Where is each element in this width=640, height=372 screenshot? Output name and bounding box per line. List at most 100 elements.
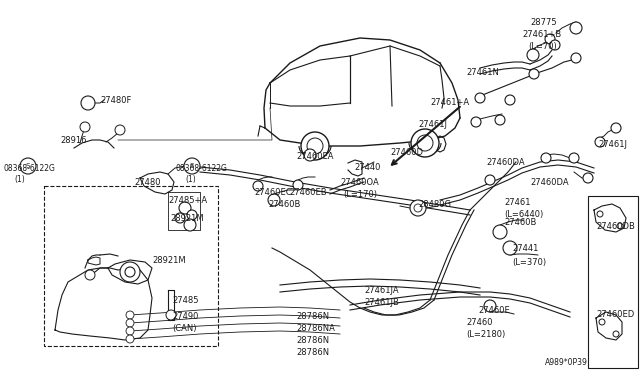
Text: 27460DB: 27460DB <box>596 222 635 231</box>
Circle shape <box>85 270 95 280</box>
Circle shape <box>175 213 185 223</box>
Circle shape <box>471 117 481 127</box>
Circle shape <box>493 225 507 239</box>
Circle shape <box>485 175 495 185</box>
Circle shape <box>253 181 263 191</box>
Circle shape <box>126 327 134 335</box>
Circle shape <box>595 137 605 147</box>
Text: 28786N: 28786N <box>296 348 329 357</box>
Text: 27460EC: 27460EC <box>254 188 292 197</box>
Text: 08368-6122G: 08368-6122G <box>3 164 55 173</box>
Text: 27460DA: 27460DA <box>530 178 568 187</box>
Text: (L=170): (L=170) <box>343 190 377 199</box>
Text: (CAN): (CAN) <box>172 324 196 333</box>
Text: 27461N: 27461N <box>466 68 499 77</box>
Text: 28775: 28775 <box>530 18 557 27</box>
Circle shape <box>417 135 433 151</box>
Text: (1): (1) <box>185 175 196 184</box>
Circle shape <box>484 300 496 312</box>
Circle shape <box>611 123 621 133</box>
Circle shape <box>126 335 134 343</box>
Circle shape <box>187 210 197 220</box>
Text: 27460D: 27460D <box>390 148 423 157</box>
Circle shape <box>529 69 539 79</box>
Text: 27460DA: 27460DA <box>486 158 525 167</box>
Circle shape <box>179 202 191 214</box>
Circle shape <box>20 158 36 174</box>
Text: 27460B: 27460B <box>268 200 300 209</box>
Text: 27461J: 27461J <box>598 140 627 149</box>
Circle shape <box>125 267 135 277</box>
Circle shape <box>80 122 90 132</box>
Circle shape <box>411 129 439 157</box>
Text: 27461+B: 27461+B <box>522 30 561 39</box>
Text: 28786NA: 28786NA <box>296 324 335 333</box>
Circle shape <box>541 153 551 163</box>
Circle shape <box>414 204 422 212</box>
Text: 27461JB: 27461JB <box>364 298 399 307</box>
Circle shape <box>126 319 134 327</box>
Circle shape <box>495 115 505 125</box>
Text: 27480: 27480 <box>134 178 161 187</box>
Circle shape <box>571 53 581 63</box>
Text: 27441: 27441 <box>512 244 538 253</box>
Text: 27460EA: 27460EA <box>296 152 333 161</box>
Circle shape <box>307 138 323 154</box>
Text: 27460EB: 27460EB <box>289 188 326 197</box>
Text: 27460E: 27460E <box>478 306 509 315</box>
Text: 27460B: 27460B <box>504 218 536 227</box>
Text: 27460ED: 27460ED <box>596 310 634 319</box>
Text: 27440: 27440 <box>354 163 380 172</box>
Text: S: S <box>26 163 30 169</box>
Circle shape <box>410 200 426 216</box>
Text: (L=70): (L=70) <box>528 42 557 51</box>
Text: 27480F: 27480F <box>100 96 131 105</box>
Circle shape <box>184 158 200 174</box>
Text: 27490: 27490 <box>172 312 198 321</box>
Text: 27485: 27485 <box>172 296 198 305</box>
Text: 27485+A: 27485+A <box>168 196 207 205</box>
Circle shape <box>597 211 603 217</box>
Circle shape <box>527 49 539 61</box>
Circle shape <box>550 40 560 50</box>
Text: 27460OA: 27460OA <box>340 178 379 187</box>
Text: 28921M: 28921M <box>152 256 186 265</box>
Text: 28921M: 28921M <box>170 214 204 223</box>
Circle shape <box>184 219 196 231</box>
Bar <box>44 186 218 346</box>
Circle shape <box>569 153 579 163</box>
Circle shape <box>617 223 623 229</box>
Circle shape <box>120 262 140 282</box>
Circle shape <box>304 149 316 161</box>
Text: 28786N: 28786N <box>296 336 329 345</box>
Circle shape <box>293 180 303 190</box>
Text: 27461+A: 27461+A <box>430 98 469 107</box>
Text: (1): (1) <box>14 175 25 184</box>
Circle shape <box>115 125 125 135</box>
Text: 27460: 27460 <box>466 318 493 327</box>
Text: 27461J: 27461J <box>418 120 447 129</box>
Circle shape <box>599 319 605 325</box>
Text: (L=6440): (L=6440) <box>504 210 543 219</box>
Circle shape <box>166 310 176 320</box>
Circle shape <box>81 96 95 110</box>
Text: 28916: 28916 <box>60 136 86 145</box>
Text: (L=370): (L=370) <box>512 258 546 267</box>
Text: S: S <box>190 163 194 169</box>
Circle shape <box>545 34 555 44</box>
Circle shape <box>126 311 134 319</box>
Text: 28480G: 28480G <box>418 200 451 209</box>
Circle shape <box>505 95 515 105</box>
Circle shape <box>583 173 593 183</box>
Text: 27461JA: 27461JA <box>364 286 399 295</box>
Circle shape <box>613 331 619 337</box>
Text: A989*0P39: A989*0P39 <box>545 358 588 367</box>
Text: 08368-6122G: 08368-6122G <box>175 164 227 173</box>
Bar <box>588 196 638 368</box>
Text: (L=2180): (L=2180) <box>466 330 505 339</box>
Circle shape <box>570 22 582 34</box>
Circle shape <box>475 93 485 103</box>
Text: 27461: 27461 <box>504 198 531 207</box>
Circle shape <box>503 241 517 255</box>
Circle shape <box>268 194 280 206</box>
